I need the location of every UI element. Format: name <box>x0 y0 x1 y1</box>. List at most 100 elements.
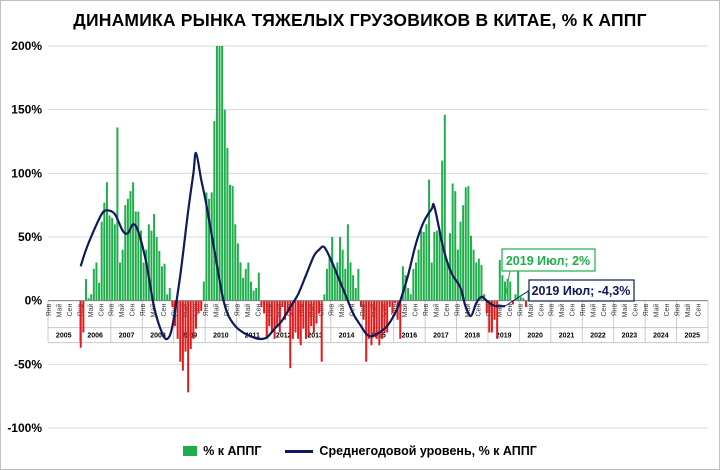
bar <box>281 300 284 308</box>
bar <box>108 215 111 301</box>
bar <box>90 294 93 301</box>
bar <box>414 262 417 301</box>
annotation-box <box>501 248 596 272</box>
month-tick-label: Янв <box>454 303 461 316</box>
bar <box>480 265 483 301</box>
bar <box>242 277 245 301</box>
month-tick-label: Сен <box>161 304 168 317</box>
month-tick-label: Сен <box>695 304 702 317</box>
legend-item-bars: % к АППГ <box>183 444 261 458</box>
bar <box>339 237 342 301</box>
bar <box>289 300 292 369</box>
month-tick-label: Сен <box>413 304 420 317</box>
bar <box>226 147 229 301</box>
bar <box>435 230 438 301</box>
bar <box>142 262 145 301</box>
month-tick-label: Сен <box>601 304 608 317</box>
legend-item-line: Среднегодовой уровень, % к АППГ <box>285 444 537 458</box>
bar <box>464 187 467 301</box>
year-tick-label: 2010 <box>213 333 229 340</box>
bar <box>323 294 326 301</box>
bar <box>443 114 446 301</box>
bar <box>270 300 273 333</box>
bar <box>84 279 87 301</box>
month-tick-label: Янв <box>46 303 53 316</box>
bar <box>475 262 478 301</box>
year-tick-label: 2008 <box>150 333 166 340</box>
year-tick-label: 2007 <box>119 333 135 340</box>
bar <box>286 300 289 314</box>
bar <box>221 46 224 301</box>
month-tick-label: Янв <box>423 303 430 316</box>
bar <box>438 230 441 301</box>
bar <box>399 300 402 339</box>
year-tick-label: 2006 <box>87 333 103 340</box>
bar <box>407 287 410 301</box>
bar <box>158 251 161 301</box>
bar <box>273 300 276 339</box>
bar <box>514 294 517 301</box>
bar <box>506 279 509 301</box>
month-tick-label: Янв <box>140 303 147 316</box>
bar <box>192 300 195 339</box>
bar <box>208 198 211 301</box>
bar <box>139 230 142 301</box>
bar <box>493 300 496 320</box>
bar <box>367 300 370 339</box>
year-tick-label: 2009 <box>182 333 198 340</box>
month-tick-label: Янв <box>329 303 336 316</box>
year-tick-label: 2023 <box>622 333 638 340</box>
bar <box>488 300 491 333</box>
bar <box>236 243 239 301</box>
bar <box>388 300 391 308</box>
annotation-label: 2019 Июл; 2% <box>506 254 590 268</box>
bar <box>299 300 302 346</box>
bar <box>105 182 108 301</box>
bar <box>331 237 334 301</box>
bar <box>441 160 444 301</box>
bar <box>213 121 216 301</box>
bar <box>519 296 522 301</box>
bar <box>357 268 360 301</box>
bar <box>98 282 101 301</box>
month-tick-label: Янв <box>392 303 399 316</box>
legend-swatch-bars <box>183 446 198 456</box>
bar <box>365 300 368 362</box>
bar <box>189 300 192 350</box>
bar <box>132 182 135 301</box>
bar <box>276 300 279 327</box>
month-tick-label: Май <box>401 304 409 318</box>
bar <box>255 287 258 301</box>
bar <box>124 205 127 301</box>
bar <box>291 300 294 339</box>
bar <box>362 300 365 320</box>
y-tick-label: 50% <box>18 230 42 244</box>
bar <box>95 262 98 301</box>
year-tick-label: 2018 <box>464 333 480 340</box>
month-tick-label: Май <box>150 304 158 318</box>
month-tick-label: Сен <box>538 304 545 317</box>
year-tick-label: 2012 <box>276 333 292 340</box>
bar <box>268 300 271 327</box>
year-tick-label: 2020 <box>527 333 543 340</box>
bar <box>318 300 321 314</box>
month-tick-label: Янв <box>517 303 524 316</box>
bar <box>425 224 428 301</box>
bar <box>229 184 232 301</box>
bar <box>422 231 425 301</box>
bar <box>517 268 520 301</box>
year-tick-label: 2025 <box>684 333 700 340</box>
month-tick-label: Сен <box>67 304 74 317</box>
bar <box>210 192 213 301</box>
year-tick-label: 2013 <box>307 333 323 340</box>
bar <box>451 183 454 301</box>
month-tick-label: Сен <box>255 304 262 317</box>
y-tick-label: 0% <box>25 294 43 308</box>
month-tick-label: Май <box>244 304 252 318</box>
bar <box>354 287 357 301</box>
bar <box>373 300 376 337</box>
month-tick-label: Май <box>118 304 126 318</box>
bar <box>92 268 95 301</box>
bar <box>145 249 148 301</box>
